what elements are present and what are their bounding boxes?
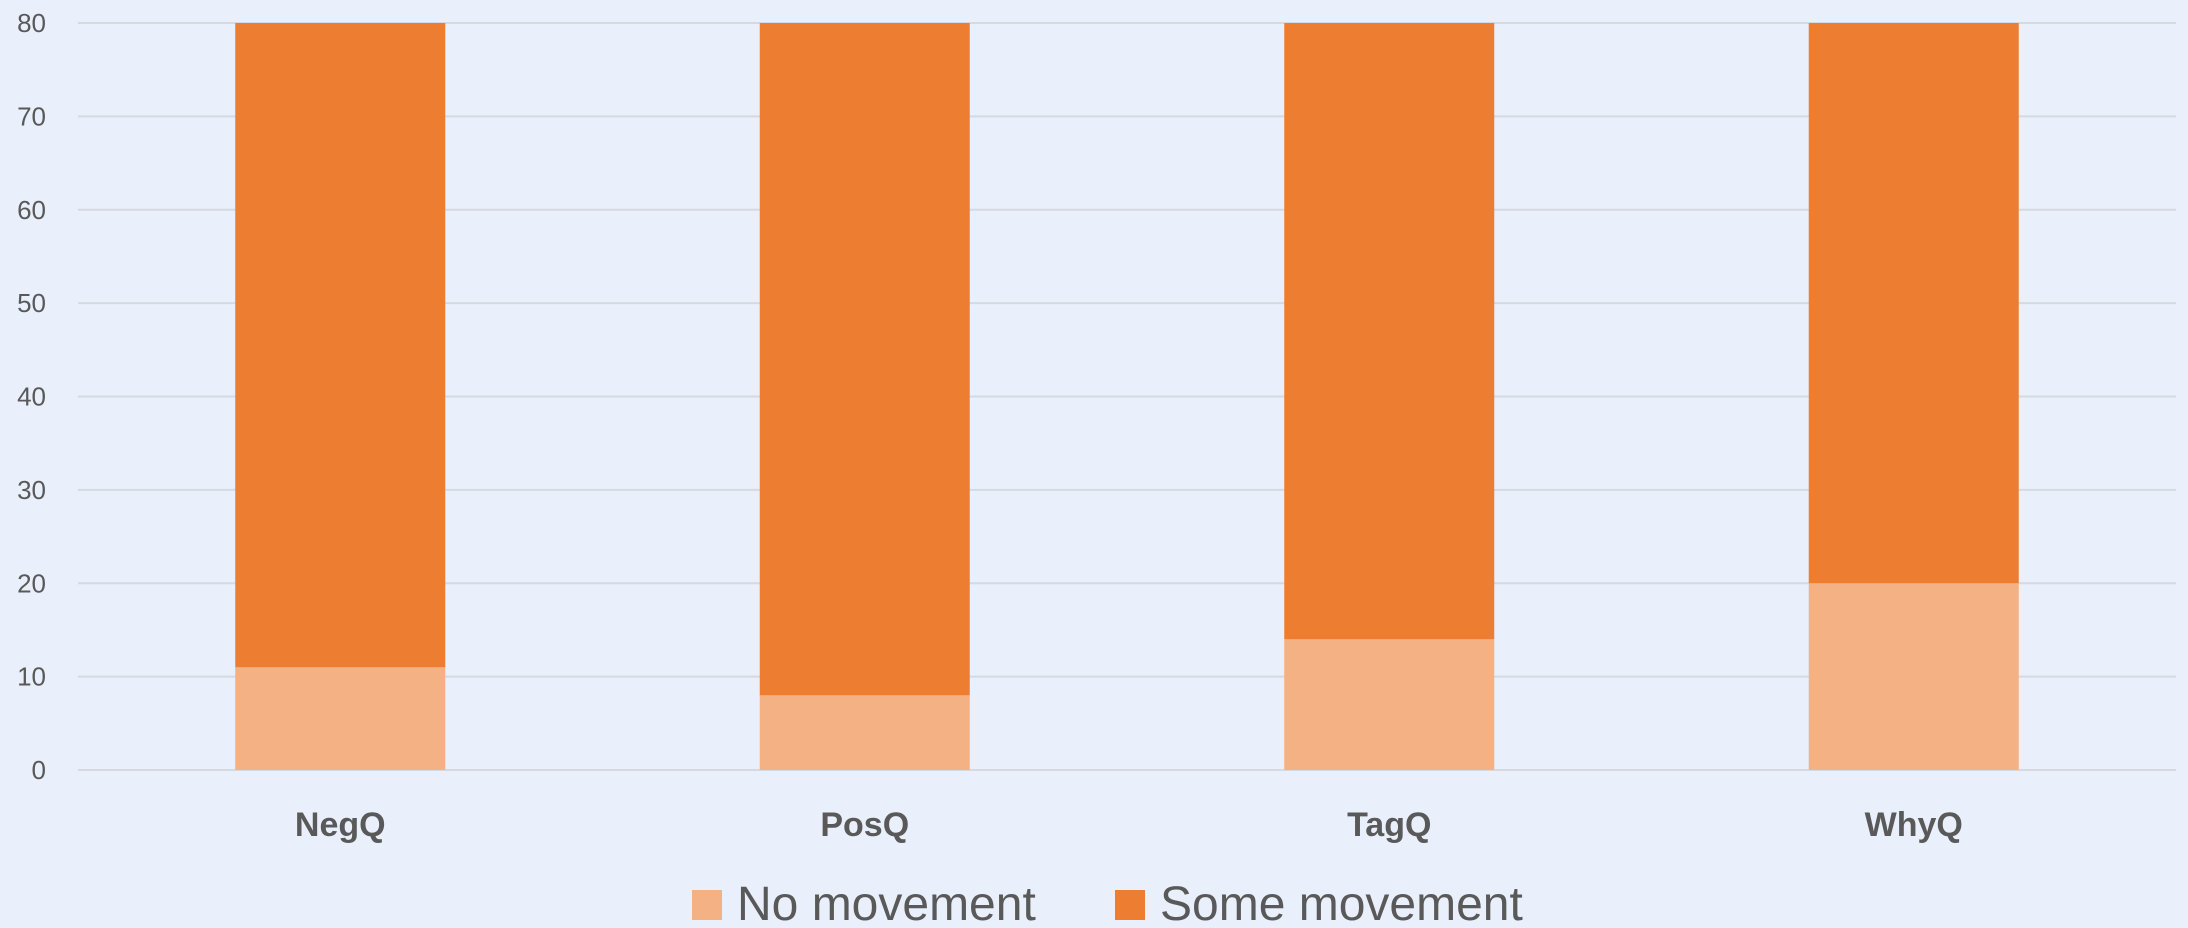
legend-label: Some movement: [1160, 878, 1523, 928]
bar-whyq-no-movement: [1808, 583, 2019, 770]
bar-posq-no-movement: [759, 695, 970, 770]
y-tick-label: 40: [17, 382, 46, 412]
y-tick-label: 70: [17, 101, 46, 131]
y-tick-label: 0: [32, 755, 46, 785]
legend: No movement Some movement: [692, 878, 1523, 928]
bar-negq-some-movement: [235, 23, 446, 668]
x-axis-ticks: NegQ PosQ TagQ WhyQ: [295, 806, 1963, 844]
y-tick-label: 60: [17, 195, 46, 225]
x-tick-label: WhyQ: [1865, 806, 1963, 844]
legend-label: No movement: [737, 878, 1036, 928]
bar-tagq-no-movement: [1284, 639, 1495, 770]
legend-swatch: [1115, 890, 1145, 920]
y-tick-label: 50: [17, 288, 46, 318]
x-tick-label: NegQ: [295, 806, 386, 844]
bar-whyq-some-movement: [1808, 23, 2019, 584]
y-tick-label: 10: [17, 662, 46, 692]
y-tick-label: 80: [17, 8, 46, 38]
legend-swatch: [692, 890, 722, 920]
bar-posq-some-movement: [759, 23, 970, 696]
x-tick-label: TagQ: [1347, 806, 1431, 844]
bar-tagq-some-movement: [1284, 23, 1495, 640]
bar-negq-no-movement: [235, 667, 446, 770]
bars: [235, 23, 2019, 770]
y-tick-label: 30: [17, 475, 46, 505]
x-tick-label: PosQ: [820, 806, 909, 844]
y-tick-label: 20: [17, 568, 46, 598]
y-axis-ticks: 0 10 20 30 40 50 60 70 80: [17, 8, 46, 785]
